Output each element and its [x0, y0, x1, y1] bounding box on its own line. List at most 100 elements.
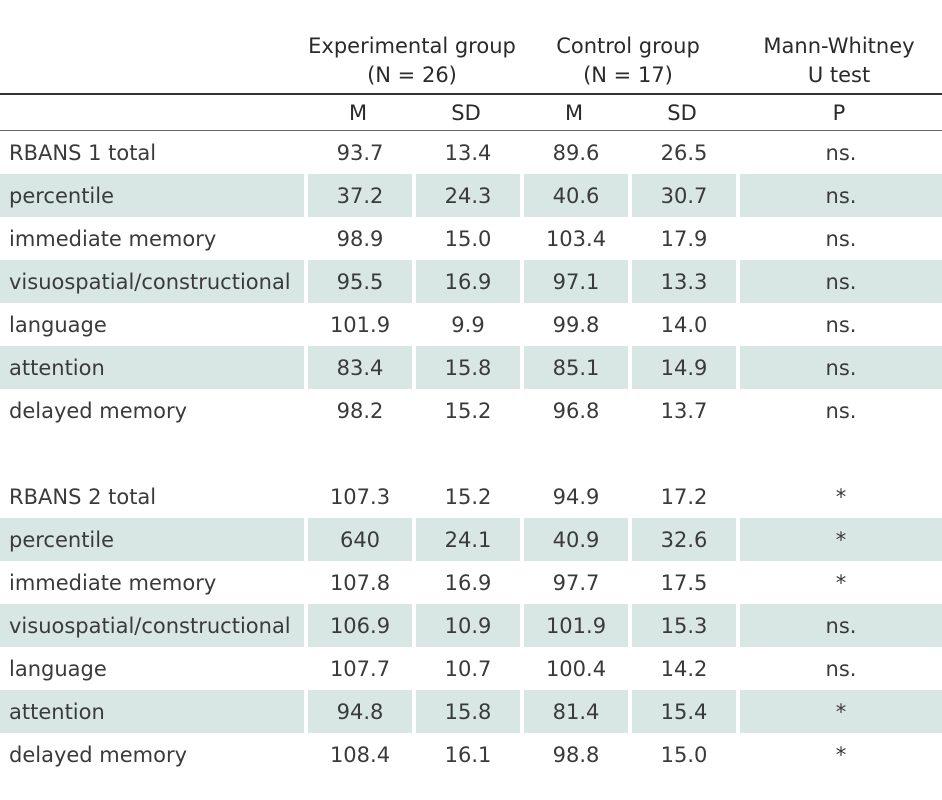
exp-mean-cell: 98.9 — [336, 226, 384, 251]
ctrl-sd-cell: 13.3 — [628, 260, 736, 303]
row-label: attention — [0, 690, 304, 733]
exp-mean-header: M — [304, 93, 412, 131]
ctrl-mean-cell: 96.8 — [552, 398, 600, 423]
ctrl-mean-cell: 81.4 — [520, 690, 628, 733]
exp-sd-cell: 15.8 — [412, 346, 520, 389]
ctrl-mean-cell: 100.4 — [545, 656, 607, 681]
exp-mean-cell: 94.8 — [304, 690, 412, 733]
exp-mean-cell: 95.5 — [304, 260, 412, 303]
group-header-row: Experimental group (N = 26) Control grou… — [0, 29, 942, 93]
control-group-n: (N = 17) — [583, 63, 673, 87]
ctrl-sd-cell: 26.5 — [660, 140, 708, 165]
p-value-cell: ns. — [825, 312, 857, 337]
p-value-cell: ns. — [736, 346, 942, 389]
table-row: language 107.7 10.7 100.4 14.2 ns. — [0, 647, 942, 690]
rbans-results-table: Experimental group (N = 26) Control grou… — [0, 29, 942, 776]
exp-sd-header: SD — [412, 93, 520, 131]
ctrl-mean-cell: 40.9 — [520, 518, 628, 561]
exp-sd-cell: 16.9 — [412, 260, 520, 303]
exp-mean-cell: 106.9 — [304, 604, 412, 647]
exp-sd-cell: 10.7 — [444, 656, 492, 681]
control-group-header: Control group (N = 17) — [520, 29, 736, 93]
p-value-cell: * — [835, 484, 847, 509]
exp-sd-cell: 13.4 — [444, 140, 492, 165]
ctrl-sd-header: SD — [628, 93, 736, 131]
section-gap — [0, 432, 942, 475]
test-title: Mann-Whitney — [763, 34, 915, 58]
p-value-cell: * — [736, 518, 942, 561]
row-label: percentile — [0, 174, 304, 217]
table-row: attention 94.8 15.8 81.4 15.4 * — [0, 690, 942, 733]
exp-mean-cell: 98.2 — [336, 398, 384, 423]
ctrl-mean-cell: 98.8 — [552, 742, 600, 767]
exp-sd-cell: 15.2 — [444, 398, 492, 423]
table-row: immediate memory 98.9 15.0 103.4 17.9 ns. — [0, 217, 942, 260]
table-row: visuospatial/constructional 95.5 16.9 97.1 1… — [0, 260, 942, 303]
ctrl-sd-cell: 14.2 — [660, 656, 708, 681]
exp-sd-cell: 15.2 — [444, 484, 492, 509]
stat-header-row: M SD M SD P — [0, 93, 942, 131]
ctrl-mean-cell: 94.9 — [552, 484, 600, 509]
ctrl-sd-cell: 14.0 — [660, 312, 708, 337]
exp-sd-cell: 10.9 — [412, 604, 520, 647]
ctrl-sd-cell: 17.2 — [660, 484, 708, 509]
table-row: RBANS 1 total 93.7 13.4 89.6 26.5 ns. — [0, 131, 942, 174]
ctrl-mean-cell: 103.4 — [545, 226, 607, 251]
ctrl-sd-cell: 17.9 — [660, 226, 708, 251]
table-row: language 101.9 9.9 99.8 14.0 ns. — [0, 303, 942, 346]
experimental-group-n: (N = 26) — [367, 63, 457, 87]
exp-mean-cell: 107.3 — [329, 484, 391, 509]
exp-mean-cell: 93.7 — [336, 140, 384, 165]
row-label: delayed memory — [9, 398, 188, 423]
ctrl-sd-cell: 15.4 — [628, 690, 736, 733]
experimental-group-title: Experimental group — [308, 34, 516, 58]
row-label: language — [9, 656, 107, 681]
section-gap-cell — [0, 432, 942, 475]
table-row: visuospatial/constructional 106.9 10.9 101.… — [0, 604, 942, 647]
p-value-cell: ns. — [736, 604, 942, 647]
stat-header-blank — [0, 93, 304, 131]
ctrl-sd-cell: 15.0 — [660, 742, 708, 767]
table-row: percentile 37.2 24.3 40.6 30.7 ns. — [0, 174, 942, 217]
table-row: delayed memory 98.2 15.2 96.8 13.7 ns. — [0, 389, 942, 432]
row-label: RBANS 2 total — [9, 484, 157, 509]
test-subtitle: U test — [807, 63, 871, 87]
table-row: immediate memory 107.8 16.9 97.7 17.5 * — [0, 561, 942, 604]
exp-mean-cell: 640 — [304, 518, 412, 561]
p-value-cell: * — [736, 690, 942, 733]
control-group-title: Control group — [556, 34, 700, 58]
ctrl-mean-cell: 89.6 — [552, 140, 600, 165]
ctrl-mean-cell: 101.9 — [520, 604, 628, 647]
table-row: RBANS 2 total 107.3 15.2 94.9 17.2 * — [0, 475, 942, 518]
ctrl-sd-cell: 15.3 — [628, 604, 736, 647]
p-value-cell: * — [835, 570, 847, 595]
experimental-group-header: Experimental group (N = 26) — [304, 29, 520, 93]
exp-sd-cell: 24.1 — [412, 518, 520, 561]
table-row: delayed memory 108.4 16.1 98.8 15.0 * — [0, 733, 942, 776]
row-label: language — [9, 312, 107, 337]
row-label: visuospatial/constructional — [0, 604, 304, 647]
row-label: immediate memory — [9, 226, 217, 251]
p-value-cell: ns. — [736, 174, 942, 217]
exp-mean-cell: 37.2 — [304, 174, 412, 217]
exp-sd-cell: 16.1 — [444, 742, 492, 767]
ctrl-sd-cell: 17.5 — [660, 570, 708, 595]
ctrl-mean-header: M — [520, 93, 628, 131]
exp-sd-cell: 9.9 — [451, 312, 485, 337]
ctrl-mean-cell: 85.1 — [520, 346, 628, 389]
exp-mean-cell: 83.4 — [304, 346, 412, 389]
exp-sd-cell: 15.8 — [412, 690, 520, 733]
corner-blank — [0, 29, 304, 93]
p-value-cell: ns. — [825, 656, 857, 681]
p-header: P — [736, 93, 942, 131]
test-header: Mann-Whitney U test — [736, 29, 942, 93]
table-row: percentile 640 24.1 40.9 32.6 * — [0, 518, 942, 561]
ctrl-sd-cell: 14.9 — [628, 346, 736, 389]
table-row: attention 83.4 15.8 85.1 14.9 ns. — [0, 346, 942, 389]
table-body: RBANS 1 total 93.7 13.4 89.6 26.5 ns. percenti… — [0, 131, 942, 776]
ctrl-mean-cell: 99.8 — [552, 312, 600, 337]
row-label: immediate memory — [9, 570, 217, 595]
ctrl-mean-cell: 97.7 — [552, 570, 600, 595]
row-label: RBANS 1 total — [9, 140, 157, 165]
p-value-cell: ns. — [825, 226, 857, 251]
